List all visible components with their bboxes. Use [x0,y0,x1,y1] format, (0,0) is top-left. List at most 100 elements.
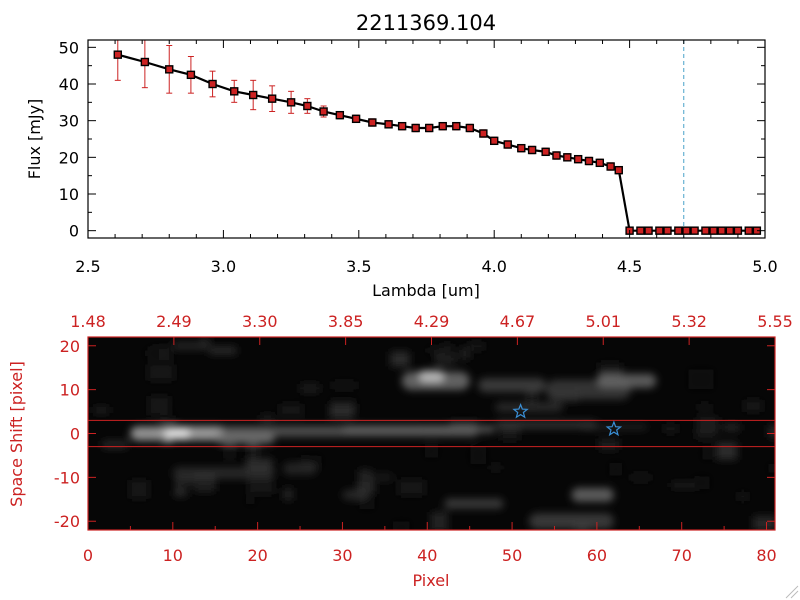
spectrum-plot: 2.5 3.0 3.5 4.0 4.5 5.0 0 10 20 30 40 50 [59,38,778,276]
pixel-tick-label: 40 [417,546,437,565]
noise-patch [144,350,160,357]
x-tick-label: 3.0 [211,257,236,276]
space-shift-tick-label: 20 [60,337,80,356]
data-point [397,121,407,131]
noise-patch [768,425,775,438]
emission-blob [596,373,657,388]
data-point [606,162,615,171]
pixel-x-axis-label: Pixel [412,571,449,590]
pixel-tick-label: 10 [163,546,183,565]
data-point [452,121,461,131]
data-point [541,147,550,157]
noise-patch [694,476,710,489]
y-tick-label: 10 [59,185,79,204]
space-shift-tick-label: 0 [70,425,80,444]
noise-patch [180,476,208,487]
noise-patch [175,477,184,492]
noise-patch [201,337,211,349]
data-point [248,90,258,100]
noise-patch [329,403,354,419]
flux-series [113,40,762,235]
data-point [733,226,743,235]
noise-patch [716,442,738,460]
chart-title: 2211369.104 [356,11,496,35]
noise-patch [245,497,255,505]
data-point [744,226,753,235]
data-point [490,136,499,146]
data-point [563,153,572,162]
data-point [717,226,726,235]
noise-patch [744,399,763,412]
noise-patch [390,351,410,367]
star-marker-icon [512,402,529,419]
data-point [503,140,512,149]
pixel-tick-label: 30 [332,546,352,565]
data-point [552,151,561,160]
data-point [140,57,150,67]
noise-patch [148,395,171,416]
noise-patch [688,369,714,390]
wavelength-tick-label: 4.67 [500,312,536,331]
data-point [286,98,296,107]
data-point [465,123,475,133]
x-tick-label: 5.0 [752,257,777,276]
emission-blob [579,423,648,430]
data-point [368,118,377,127]
emission-blob [164,428,190,439]
spectrum-x-axis-label: Lambda [um] [372,281,480,300]
y-tick-label: 40 [59,75,79,94]
noise-patch [768,464,775,473]
noise-patch [300,455,322,467]
data-point [384,120,393,129]
data-point [165,65,174,74]
emission-blob [571,487,614,502]
data-point [614,165,623,175]
data-point [655,226,664,235]
noise-patch [441,343,454,359]
noise-patch [630,473,651,482]
emission-blob [418,370,445,383]
data-point [351,114,361,124]
emission-blob [478,378,546,393]
data-point [682,226,691,235]
data-point [663,226,672,235]
emission-blob [495,420,597,429]
y-tick-label: 30 [59,112,79,131]
wavelength-tick-label: 1.48 [70,312,106,331]
star-marker-icon [605,420,623,437]
y-tick-label: 50 [59,38,79,57]
noise-patch [702,446,714,460]
noise-patch [737,491,748,501]
pixel-tick-label: 60 [587,546,607,565]
wavelength-tick-label: 5.32 [671,312,707,331]
wavelength-top-ticks: 1.48 2.49 3.30 3.85 4.29 4.67 5.01 5.32 5.55 [70,312,793,345]
noise-patch [598,438,619,451]
data-point [113,50,122,59]
emission-blob [172,341,207,350]
wavelength-tick-label: 3.30 [242,312,278,331]
pixel-tick-label: 0 [83,546,93,565]
noise-patch [753,515,775,530]
y-tick-label: 0 [69,222,79,241]
pixel-tick-label: 50 [502,546,522,565]
noise-patch [490,464,501,471]
noise-patch [427,347,446,354]
resize-grip-icon[interactable] [785,585,799,599]
emission-blob [215,431,275,444]
noise-patch [723,423,740,432]
wavelength-tick-label: 3.85 [328,312,364,331]
data-point [636,226,645,235]
space-shift-y-axis-label: Space Shift [pixel] [7,361,26,507]
noise-patch [670,481,698,489]
data-point [267,94,277,103]
noise-patch [430,511,448,530]
noise-patch [459,347,471,360]
space-shift-tick-label: 10 [60,381,80,400]
noise-patch [149,346,172,362]
space-shift-tick-label: -20 [54,512,80,531]
data-point [709,226,718,235]
wavelength-tick-label: 4.29 [414,312,450,331]
noise-patch [393,521,410,530]
noise-patch [260,414,275,421]
